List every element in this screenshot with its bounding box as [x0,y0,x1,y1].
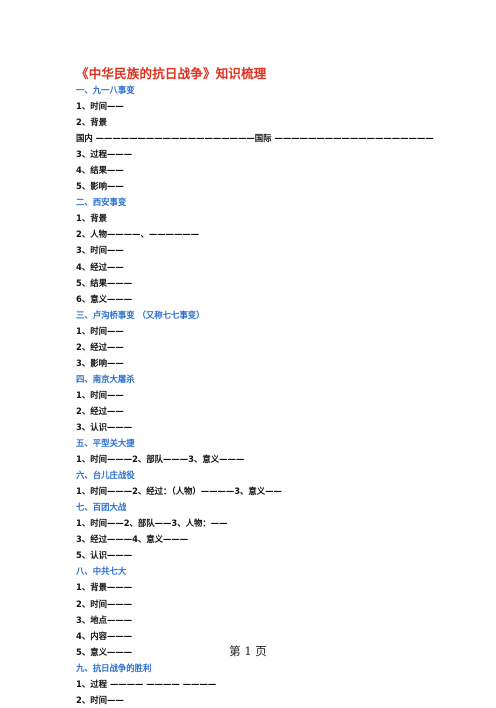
section-heading: 四、南京大屠杀 [76,373,135,384]
page-number: 第 1 页 [229,644,267,658]
outline-item: 3、认识——— [76,421,133,432]
outline-item: 4、内容——— [76,630,133,641]
outline-list: 一、九一八事变 1、时间—— 2、背景国内 ———————————————————国… [76,82,456,708]
outline-item: 2、时间——— [76,598,133,609]
section-heading: 九、抗日战争的胜利 [76,662,152,673]
section-heading: 五、平型关大捷 [76,438,135,449]
outline-item: 1、背景——— [76,582,133,593]
outline-item: 3、过程——— [76,149,133,160]
outline-item: 2、经过—— [76,341,124,352]
outline-item: 3、经过———4、意义——— [76,534,189,545]
outline-item: 1、时间———2、经过：（人物）————3、意义—— [76,486,282,497]
outline-item: 4、结果—— [76,165,124,176]
outline-item: 3、影响—— [76,357,124,368]
outline-item: 5、认识——— [76,550,133,561]
section-heading: 二、西安事变 [76,197,127,208]
outline-item: 1、时间——2、部队——3、人物：—— [76,518,228,529]
section-heading: 八、中共七大 [76,566,127,577]
section-heading: 三、卢沟桥事变 （又称七七事变） [76,309,205,320]
outline-item: 2、人物————、—————— [76,229,200,240]
outline-item: 2、时间—— [76,694,124,705]
outline-item: 5、影响—— [76,181,124,192]
outline-item: 5、意义——— [76,646,133,657]
document-title: 《中华民族的抗日战争》知识梳理 [76,66,267,81]
section-heading: 六、台儿庄战役 [76,470,135,481]
section-heading: 一、九一八事变 [76,85,135,95]
outline-item: 2、经过—— [76,405,124,416]
outline-item: 3、时间—— [76,245,124,256]
outline-item: 1、时间———2、部队———3、意义——— [76,454,245,465]
outline-item: 1、时间—— [76,325,124,336]
outline-item: 6、意义——— [76,293,133,304]
outline-item: 1、背景 [76,213,107,224]
outline-item: 4、经过—— [76,261,124,272]
section-heading: 七、百团大战 [76,502,127,513]
outline-item: 1、过程 ———— ———— ———— [76,678,217,689]
outline-item: 2、背景 [76,117,107,128]
outline-item: 国内 ———————————————————国际 ———————————————… [76,133,434,144]
outline-item: 1、时间—— [76,389,124,400]
outline-item: 3、地点——— [76,614,133,625]
outline-item: 5、结果——— [76,277,133,288]
outline-item: 1、时间—— [76,101,124,112]
